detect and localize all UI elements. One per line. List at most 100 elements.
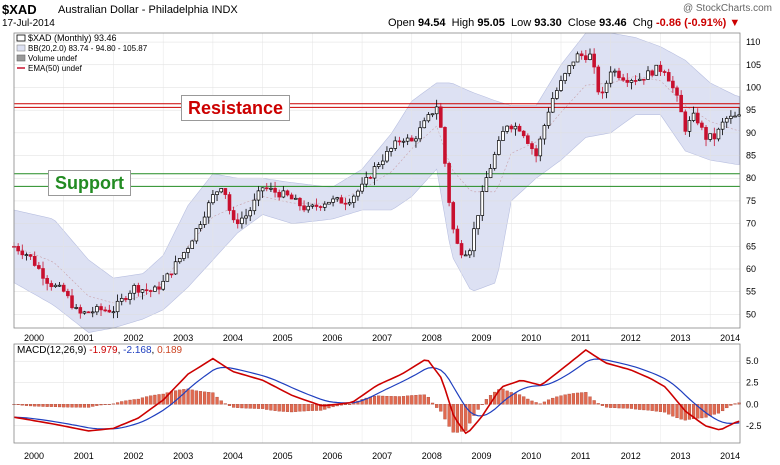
macd-hist-bar [120,401,124,405]
candle-body [119,298,124,302]
candle-body [74,307,78,309]
y-tick-label: 75 [746,196,756,206]
y-tick-label: 85 [746,151,756,161]
macd-hist-bar [290,404,294,413]
candle-body [16,246,20,252]
macd-hist-bar [207,392,211,405]
down-arrow-icon: ▼ [729,17,741,29]
candle-body [397,140,402,143]
candle-body [733,115,737,118]
macd-hist-bar [377,395,381,405]
y-tick-label: 105 [746,60,761,70]
macd-hist-bar [91,404,95,407]
macd-value: -1.979 [89,345,118,356]
macd-hist-bar [41,404,45,407]
macd-hist-bar [265,404,269,410]
candle-body [434,106,439,115]
macd-y-tick-label: -2.5 [746,421,762,431]
candle-body [675,87,679,96]
macd-hist-bar [522,396,526,405]
x-tick-label: 2008 [422,451,442,461]
bb-middle-line [13,75,740,304]
macd-hist-bar [625,404,629,409]
macd-hist-bar [667,404,671,415]
macd-hist-bar [658,404,663,412]
candle-body [526,135,530,144]
macd-hist-bar [559,395,563,405]
x-tick-label: 2009 [472,451,492,461]
macd-hist-bar [16,404,20,405]
candle-body [468,250,472,256]
macd-hist-bar [174,390,178,405]
candle-body [260,187,265,192]
macd-lines [13,349,740,435]
macd-hist-bar [302,404,306,412]
macd-hist-bar [261,404,265,409]
candle-body [410,137,414,142]
macd-hist-bar [136,398,140,405]
macd-hist-bar [240,404,244,409]
macd-hist-bar [244,404,248,409]
candle-body [447,163,451,203]
macd-hist-bar [451,404,455,433]
candle-body [318,206,323,208]
candle-body [165,273,170,282]
macd-hist-bar [182,389,186,405]
macd-hist-value: 0.189 [157,345,182,356]
legend-bb-text: BB(20,2.0) 83.74 - 94.80 - 105.87 [28,44,148,53]
candle-body [538,138,543,157]
macd-hist-bar [236,404,240,408]
macd-hist-bar [580,392,584,405]
macd-hist-bar [418,394,422,405]
candle-body [650,70,654,76]
candle-body [364,177,369,185]
candle-body [128,292,132,300]
candle-body [376,164,381,167]
candle-body [633,80,638,82]
macd-hist-bar [62,404,66,408]
close-value: 93.46 [599,17,627,29]
candle-body [289,194,294,200]
watermark: @ StockCharts.com [682,3,772,14]
x-tick-label: 2004 [223,451,243,461]
macd-hist-bar [314,404,319,411]
y-tick-label: 65 [746,241,756,251]
macd-hist-bar [219,400,223,405]
candle-body [505,125,509,132]
macd-hist-bar [538,403,542,405]
candle-body [422,120,427,129]
legend-ema-text: EMA(50) undef [28,64,83,73]
candle-body [256,190,261,201]
x-tick-label: 2006 [322,451,342,461]
macd-hist-bar [435,404,439,408]
macd-hist-bar [153,394,157,405]
macd-hist-bar [443,404,447,420]
candle-body [153,286,157,292]
macd-hist-bar [696,404,700,419]
macd-hist-bar [662,404,667,413]
macd-hist-bar [401,396,406,405]
macd-hist-bar [472,404,476,416]
candle-body [90,311,95,314]
macd-hist-bar [729,404,733,406]
x-tick-label: 2007 [372,333,392,343]
candle-body [20,250,25,256]
open-value: 94.54 [417,17,446,29]
candle-body [202,216,207,225]
macd-hist-bar [671,404,675,417]
macd-hist-bar [95,404,99,406]
x-tick-label: 2014 [720,451,740,461]
candle-body [517,125,522,132]
chg-label: Chg [632,17,653,29]
candle-body [314,204,319,207]
candle-body [240,217,244,225]
candle-body [24,254,29,256]
candle-body [608,71,613,84]
macd-hist-bar [476,404,480,410]
macd-hist-bar [99,404,103,406]
candle-body [144,289,149,292]
macd-hist-bar [107,403,111,405]
price-frame [13,32,741,329]
candle-body [430,113,435,116]
